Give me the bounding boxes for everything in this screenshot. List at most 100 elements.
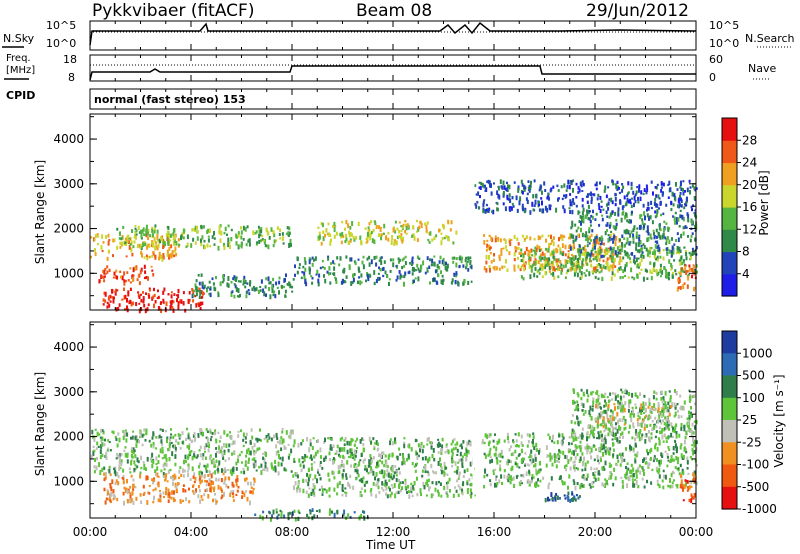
data-cell xyxy=(245,432,248,436)
data-cell xyxy=(407,271,410,275)
data-cell xyxy=(328,272,330,276)
data-cell xyxy=(378,491,381,495)
data-cell xyxy=(680,261,683,266)
data-cell xyxy=(175,485,178,489)
data-cell xyxy=(496,440,499,445)
data-cell xyxy=(631,392,634,398)
data-cell xyxy=(478,206,481,210)
data-cell xyxy=(168,491,171,496)
data-cell xyxy=(631,210,633,214)
data-cell xyxy=(691,208,693,212)
data-cell xyxy=(691,444,694,447)
data-cell xyxy=(166,480,169,483)
data-cell xyxy=(571,253,573,257)
data-cell xyxy=(578,268,581,273)
data-cell xyxy=(362,264,365,270)
data-cell xyxy=(460,259,463,264)
data-cell xyxy=(684,225,687,229)
data-cell xyxy=(574,267,577,273)
data-cell xyxy=(138,302,141,305)
data-cell xyxy=(522,208,525,212)
data-cell xyxy=(147,276,149,281)
data-cell xyxy=(531,254,534,257)
data-cell xyxy=(484,209,487,214)
data-cell xyxy=(666,455,669,459)
data-cell xyxy=(373,256,376,260)
data-cell xyxy=(214,498,217,502)
data-cell xyxy=(128,245,131,250)
data-cell xyxy=(579,440,582,444)
data-cell xyxy=(252,483,255,486)
data-cell xyxy=(294,264,296,269)
data-cell xyxy=(134,454,137,459)
data-cell xyxy=(416,238,419,242)
data-cell xyxy=(608,474,611,480)
data-cell xyxy=(336,256,339,260)
data-cell xyxy=(543,256,546,261)
data-cell xyxy=(398,234,401,239)
data-cell xyxy=(466,441,469,447)
data-cell xyxy=(606,203,608,207)
data-cell xyxy=(416,462,418,465)
data-cell xyxy=(391,452,394,457)
data-cell xyxy=(673,193,676,198)
data-cell xyxy=(568,185,571,190)
data-cell xyxy=(695,246,698,250)
data-cell xyxy=(662,233,665,238)
data-cell xyxy=(154,487,157,491)
data-cell xyxy=(674,443,677,449)
data-cell xyxy=(572,430,575,434)
data-cell xyxy=(578,257,581,260)
data-cell xyxy=(352,273,354,278)
data-cell xyxy=(626,462,629,465)
data-cell xyxy=(332,225,334,228)
data-cell xyxy=(210,480,213,485)
data-cell xyxy=(654,197,657,202)
data-cell xyxy=(167,241,170,246)
data-cell xyxy=(439,255,442,260)
data-cell xyxy=(598,402,601,406)
data-cell xyxy=(236,478,239,482)
data-cell xyxy=(153,479,156,482)
data-cell xyxy=(602,425,605,429)
data-cell xyxy=(425,494,428,497)
data-cell xyxy=(385,464,388,468)
data-cell xyxy=(411,494,414,498)
data-cell xyxy=(440,451,443,455)
data-cell xyxy=(222,274,225,279)
data-cell xyxy=(170,441,173,445)
data-cell xyxy=(204,456,207,460)
data-cell xyxy=(466,481,469,486)
data-cell xyxy=(558,460,560,464)
data-cell xyxy=(270,437,273,442)
data-cell xyxy=(404,271,407,276)
data-cell xyxy=(353,273,356,277)
data-cell xyxy=(317,226,320,229)
data-cell xyxy=(247,239,250,241)
data-cell xyxy=(394,230,397,234)
data-cell xyxy=(248,238,251,243)
data-cell xyxy=(441,281,444,285)
data-cell xyxy=(416,455,419,460)
data-cell xyxy=(644,415,647,418)
data-cell xyxy=(679,394,682,398)
data-cell xyxy=(606,483,609,486)
data-cell xyxy=(521,183,524,187)
data-cell xyxy=(109,300,112,303)
data-cell xyxy=(132,267,135,273)
data-cell xyxy=(111,288,114,294)
data-cell xyxy=(683,282,686,285)
data-cell xyxy=(117,481,120,486)
data-cell xyxy=(172,481,174,486)
data-cell xyxy=(635,257,638,263)
data-cell xyxy=(334,277,337,282)
data-cell xyxy=(545,463,548,468)
data-cell xyxy=(360,240,362,245)
data-cell xyxy=(561,433,564,438)
data-cell xyxy=(237,485,240,489)
data-cell xyxy=(534,249,537,255)
data-cell xyxy=(665,238,668,243)
data-cell xyxy=(360,494,363,498)
data-cell xyxy=(200,428,203,432)
data-cell xyxy=(145,233,148,238)
